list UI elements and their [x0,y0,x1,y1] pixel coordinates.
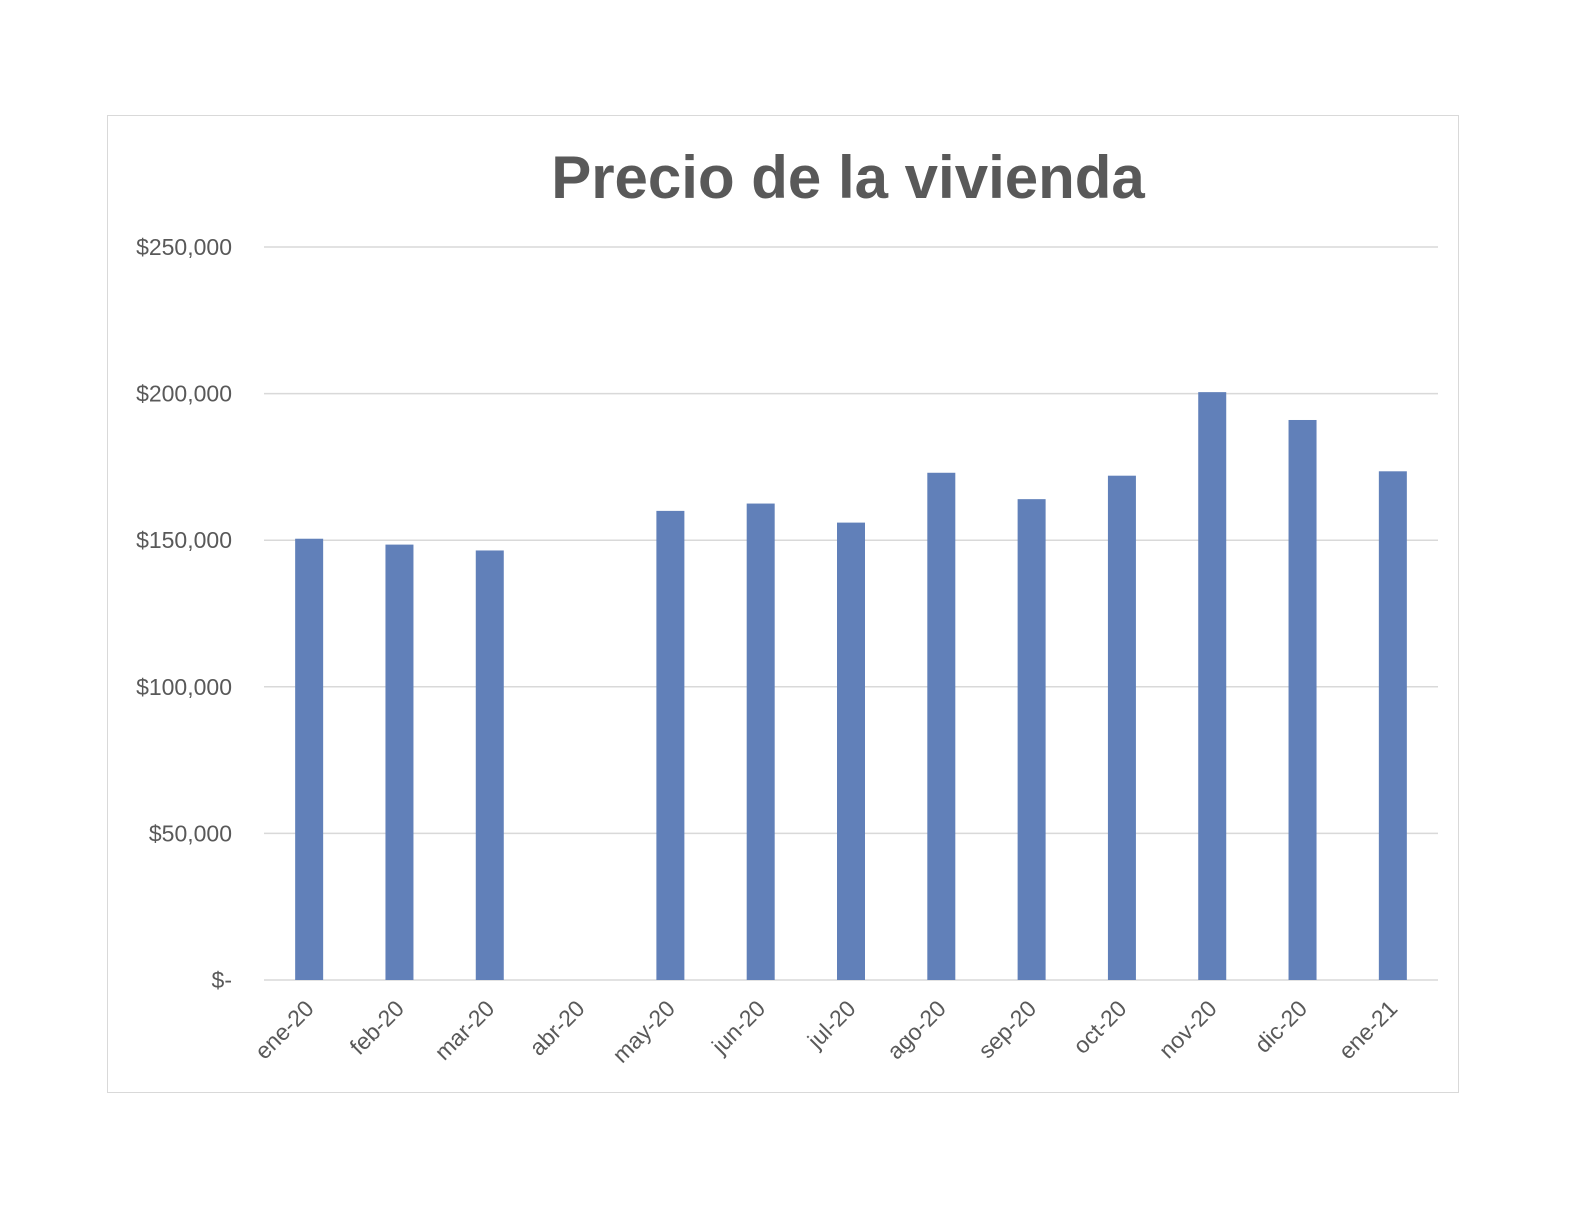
x-tick-label: oct-20 [1068,995,1132,1059]
x-tick-label: feb-20 [344,995,409,1060]
y-tick-label: $100,000 [136,674,232,700]
chart-title: Precio de la vivienda [551,144,1145,211]
y-tick-label: $150,000 [136,527,232,553]
x-tick-label: abr-20 [524,995,589,1060]
bar-mar-20 [475,550,504,980]
bar-ene-20 [295,538,324,980]
bar-feb-20 [385,544,414,980]
x-tick-label: nov-20 [1154,995,1222,1063]
bar-jul-20 [837,522,865,980]
y-tick-label: $250,000 [136,234,232,260]
x-tick-label: dic-20 [1249,995,1312,1058]
x-tick-label: ago-20 [882,995,951,1064]
y-tick-label: $200,000 [136,381,232,407]
bar-chart: Precio de la vivienda $-$50,000$100,000$… [136,144,1438,1068]
x-tick-label: jun-20 [706,995,770,1059]
y-tick-label: $50,000 [149,820,232,846]
bar-dic-20 [1288,419,1317,980]
bar-sep-20 [1017,499,1046,980]
x-tick-label: jul-20 [802,995,861,1054]
bar-ene-21 [1378,471,1407,980]
x-tick-label: ene-20 [250,995,319,1064]
x-tick-label: mar-20 [429,995,499,1065]
y-tick-label: $- [212,967,232,993]
y-axis-tick-labels: $- $50,000 $100,000 $150,000 $200,000 $250,00… [136,234,232,993]
bar-may-20 [656,510,685,980]
chart-frame: Precio de la vivienda $- $50,000 $100,000 $… [107,115,1459,1093]
x-axis-tick-labels: ene-20 feb-20 mar-20 abr-20 may-20 jun-20 jul-… [250,995,1403,1068]
x-tick-label: may-20 [607,995,680,1068]
bar-nov-20 [1198,392,1227,980]
x-tick-label: ene-21 [1333,995,1402,1064]
x-tick-label: sep-20 [973,995,1041,1063]
bars [295,392,1407,980]
bar-ago-20 [927,472,956,980]
bar-oct-20 [1107,475,1136,980]
bar-jun-20 [746,503,775,980]
